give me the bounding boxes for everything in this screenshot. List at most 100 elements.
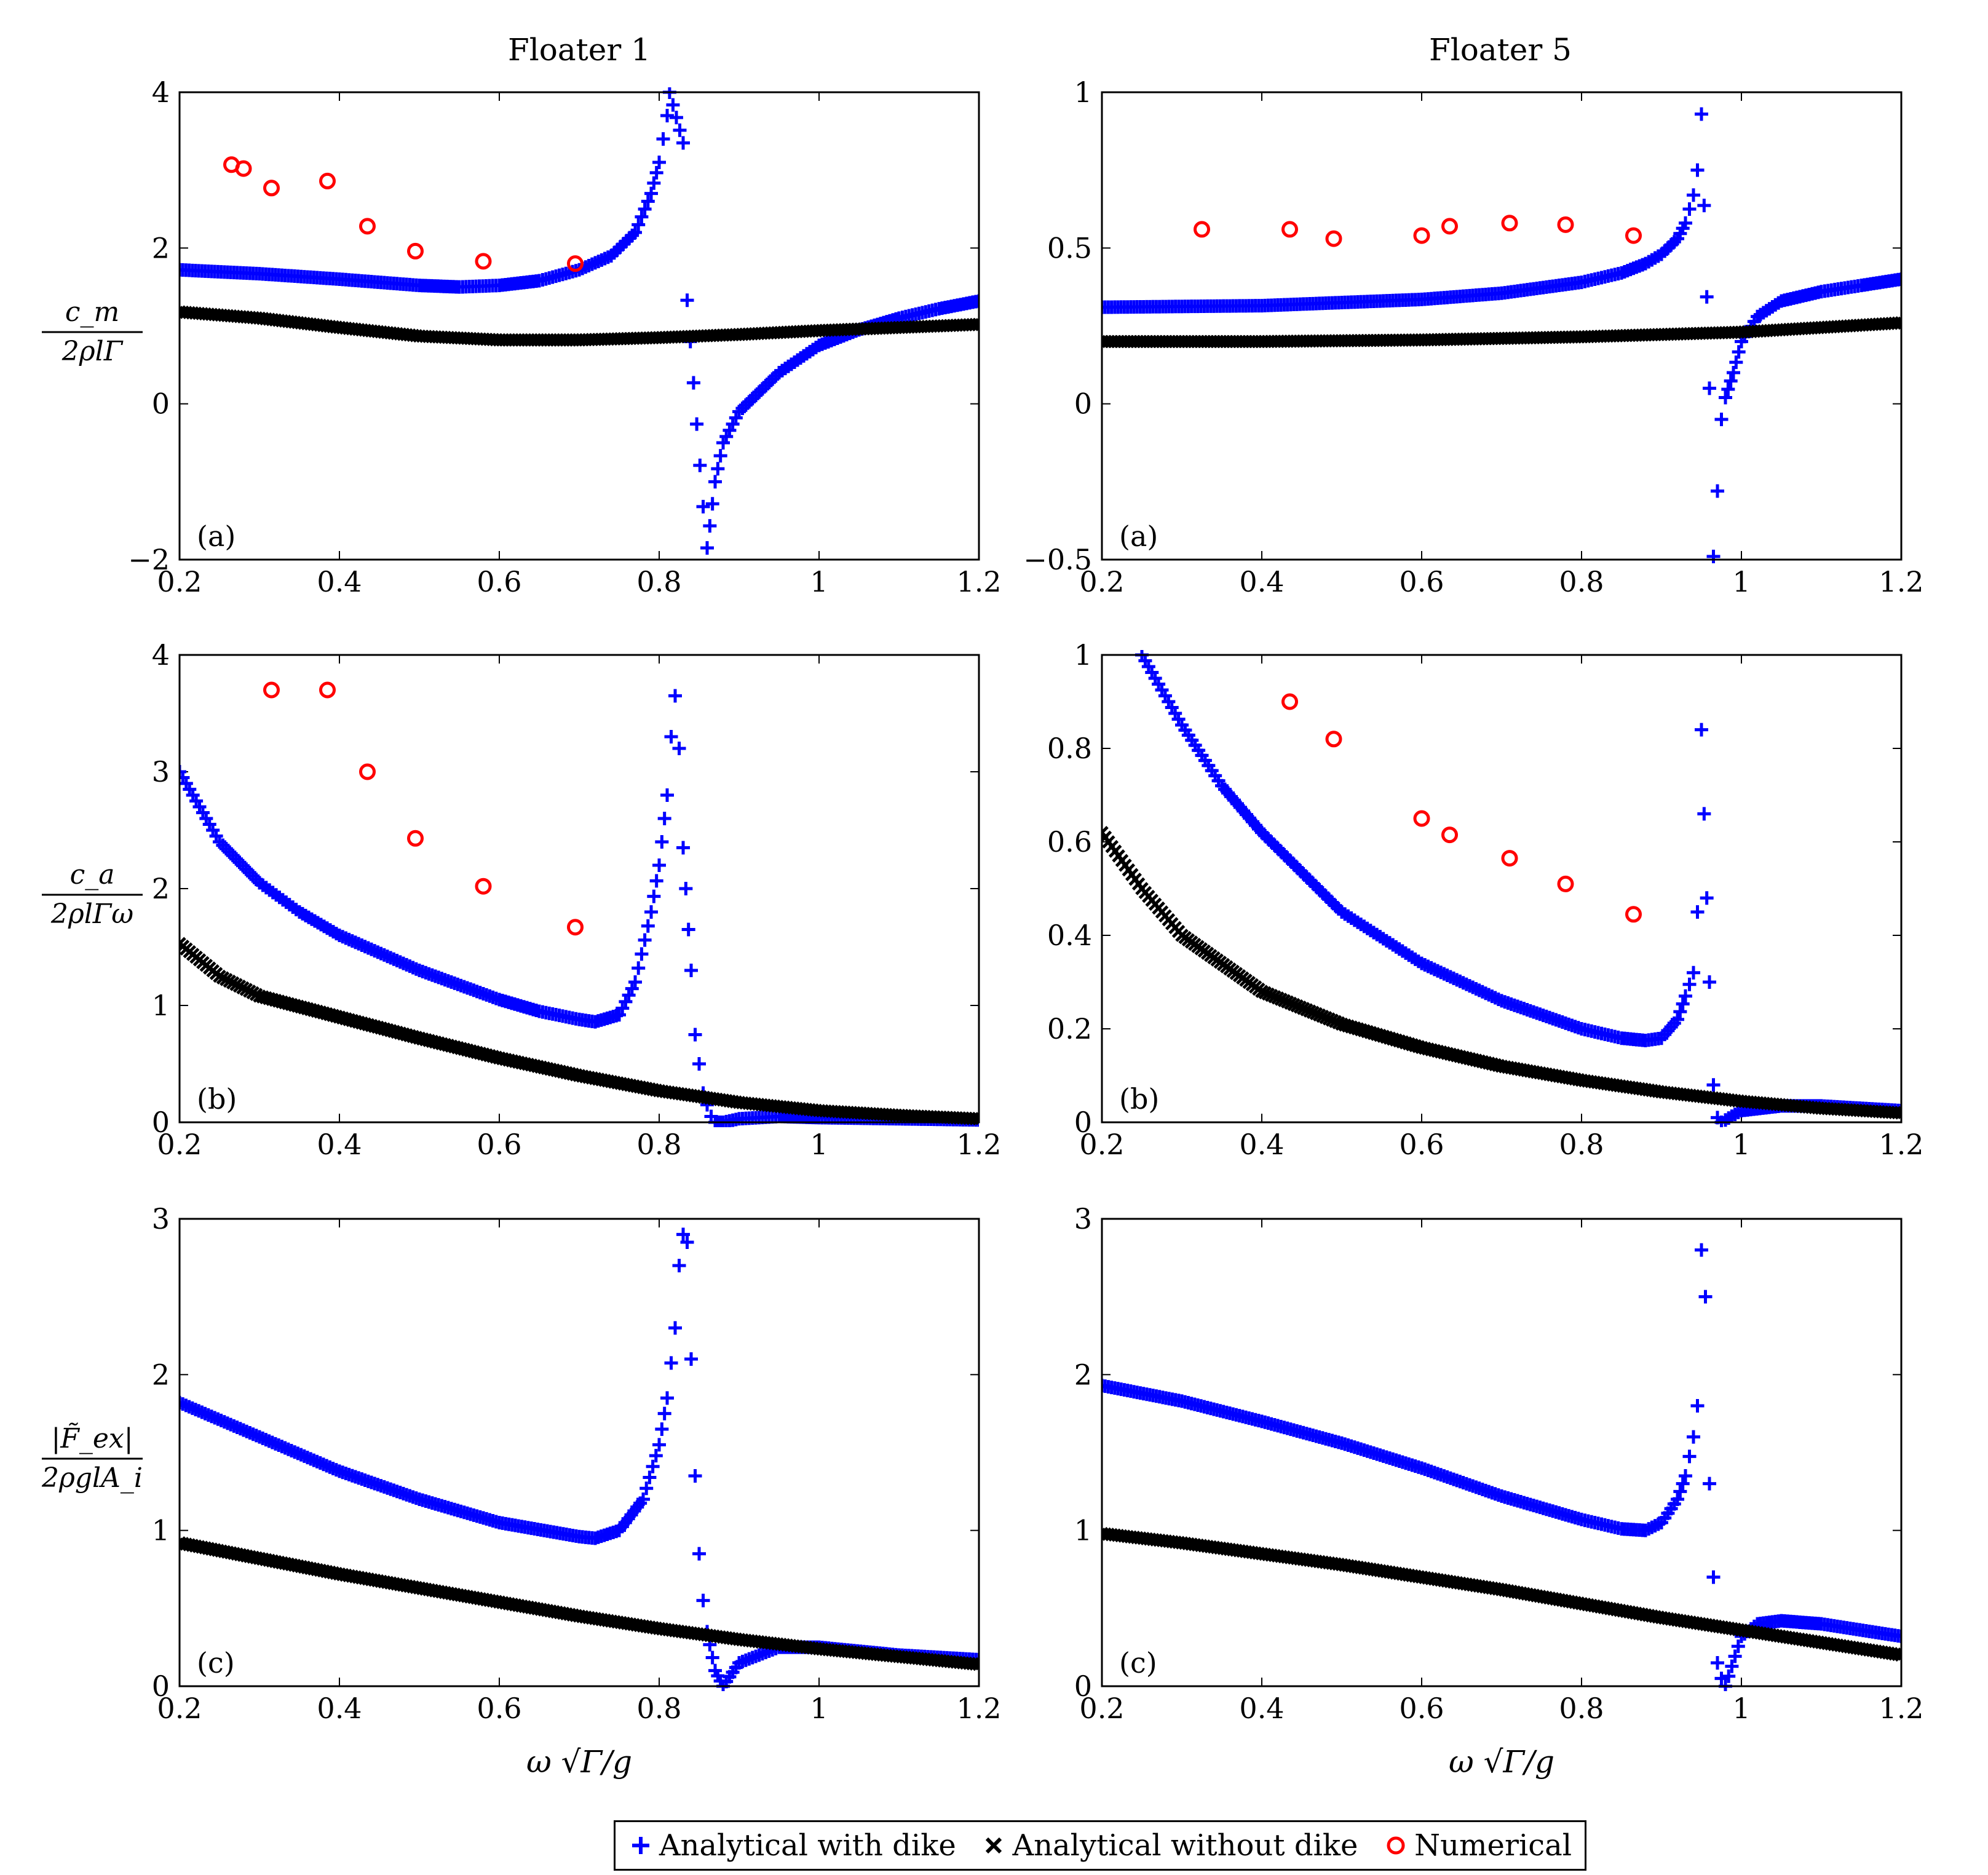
y-axis-label-denominator: 2ρlΓω [50, 898, 133, 930]
x-tick-label: 0.6 [477, 565, 521, 598]
with-dike-point [656, 132, 670, 146]
with-dike-point [1729, 355, 1743, 370]
with-dike-point [1728, 1649, 1742, 1663]
series-analytical-with-dike [180, 1227, 979, 1691]
y-tick-label: 0.5 [1047, 231, 1092, 264]
y-tick-label: 0 [152, 1670, 170, 1703]
with-dike-point [1706, 1570, 1721, 1584]
legend-entry-without-dike: Analytical without dike [981, 1828, 1358, 1863]
with-dike-point [669, 111, 683, 125]
with-dike-point [666, 98, 680, 112]
y-tick-label: 0 [1074, 387, 1092, 421]
with-dike-point [1724, 374, 1738, 388]
column-title-floater-5: Floater 5 [1429, 32, 1572, 68]
with-dike-point [664, 730, 678, 743]
panel-5: 0.2 0.4 0.6 0.8 1 1.2 0 1 2 3 (c) ω √Γ/g [1074, 1202, 1924, 1780]
with-dike-point [638, 202, 652, 216]
y-tick-label: 2 [152, 231, 170, 264]
axes-frame [1101, 654, 1903, 1124]
numerical-point [1625, 227, 1642, 244]
numerical-point [1441, 827, 1458, 844]
with-dike-point [632, 961, 646, 975]
with-dike-point [680, 293, 694, 307]
series-group [180, 87, 979, 555]
series-analytical-with-dike [1102, 1243, 1901, 1691]
with-dike-point [640, 1481, 654, 1496]
panel-label: (a) [197, 520, 236, 553]
with-dike-point [705, 497, 719, 511]
numerical-point [1625, 906, 1642, 923]
with-dike-point [1690, 163, 1705, 177]
series-numerical [1281, 693, 1642, 923]
x-tick-label: 0.8 [636, 565, 681, 598]
with-dike-point [632, 218, 646, 232]
with-dike-point [1682, 202, 1697, 216]
y-axis-label-numerator: |F̃_ex| [51, 1422, 133, 1454]
axes-frame [178, 1218, 980, 1687]
y-tick-label: 2 [1074, 1358, 1092, 1391]
with-dike-point [1687, 188, 1700, 202]
y-tick-label: 1 [1074, 638, 1092, 672]
with-dike-point [1698, 1290, 1713, 1304]
with-dike-point [1679, 216, 1692, 230]
x-tick-label: 0.2 [157, 1128, 202, 1161]
y-tick-label: 1 [152, 989, 170, 1022]
panel-4: 0.2 0.4 0.6 0.8 1 1.2 0 1 2 3 (c) ω √Γ/g |F̃_ex| 2ρgl… [41, 1202, 1002, 1780]
legend-label-without-dike: Analytical without dike [1012, 1828, 1358, 1863]
with-dike-point [1719, 390, 1732, 405]
with-dike-point [713, 449, 727, 463]
with-dike-point [696, 1593, 710, 1607]
with-dike-point [1695, 107, 1708, 121]
without-dike-point [972, 1657, 979, 1671]
y-tick-label: 0.2 [1047, 1012, 1092, 1045]
with-dike-point [700, 541, 714, 555]
with-dike-point [652, 1438, 666, 1452]
with-dike-point [686, 376, 700, 390]
without-dike-point [1895, 1648, 1901, 1662]
with-dike-point [1687, 1430, 1700, 1444]
x-tick-label: 0.8 [1559, 1128, 1604, 1161]
circle-marker-icon [1387, 1836, 1405, 1855]
numerical-point [1441, 218, 1458, 235]
panel-2: 0.2 0.4 0.6 0.8 1 1.2 0 1 2 3 4 (b) c_a 2ρlΓω [42, 638, 1002, 1161]
numerical-point [319, 681, 336, 699]
numerical-point [263, 180, 280, 197]
with-dike-point [692, 1547, 706, 1561]
x-tick-label: 1.2 [1879, 1128, 1923, 1161]
series-numerical [263, 681, 584, 936]
panel-label: (c) [197, 1646, 235, 1679]
with-dike-point [636, 1492, 650, 1506]
column-title-floater-1: Floater 1 [508, 32, 651, 68]
numerical-point [1501, 215, 1518, 232]
panel-0: 0.2 0.4 0.6 0.8 1 1.2 −2 0 2 4 (a) c_m 2ρlΓ [42, 76, 1002, 598]
y-tick-label: 1 [1074, 1514, 1092, 1547]
y-tick-label: 0 [1074, 1670, 1092, 1703]
with-dike-point [628, 975, 642, 989]
numerical-point [1281, 221, 1298, 238]
numerical-point [567, 919, 584, 936]
x-tick-label: 0.2 [1079, 1128, 1124, 1161]
numerical-point [359, 763, 376, 780]
with-dike-point [1727, 366, 1740, 379]
with-dike-point [1706, 1078, 1721, 1092]
x-tick-label: 0.6 [1399, 1692, 1444, 1725]
without-dike-point [1895, 1106, 1901, 1120]
with-dike-point [1679, 1469, 1692, 1483]
y-tick-label: 0 [1074, 1106, 1092, 1139]
without-dike-point [1891, 1106, 1901, 1120]
with-dike-point [641, 194, 655, 208]
numerical-point [319, 172, 336, 189]
y-axis-label-numerator: c_m [65, 296, 119, 328]
plots-svg: 0.2 0.4 0.6 0.8 1 1.2 −2 0 2 4 (a) c_m 2ρlΓ 0.2 0.4 0.6… [41, 76, 1924, 1780]
numerical-point [1413, 810, 1430, 827]
numerical-point [475, 878, 492, 895]
cross-marker-icon [986, 1837, 1002, 1854]
with-dike-point [676, 841, 690, 855]
series-group [1102, 1243, 1901, 1691]
y-tick-label: 3 [1074, 1202, 1092, 1235]
with-dike-point [660, 788, 674, 802]
x-tick-label: 0.4 [317, 565, 362, 598]
with-dike-point [1673, 1485, 1687, 1499]
series-group [1102, 650, 1901, 1127]
with-dike-point [647, 176, 661, 190]
